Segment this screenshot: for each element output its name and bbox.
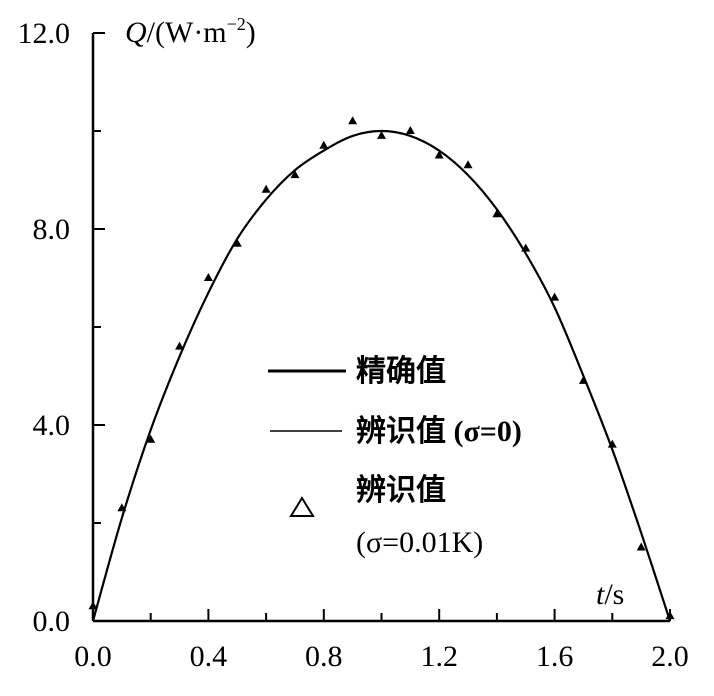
x-tick-label: 0.8 (305, 640, 343, 673)
data-point-triangle (463, 160, 473, 169)
data-point-triangle (290, 170, 300, 179)
legend-swatch-triangle (289, 496, 315, 517)
data-point-triangle (117, 503, 127, 512)
data-point-triangle (550, 292, 560, 301)
ticks: 0.0 0.4 0.8 1.2 1.6 2.0 0.0 4.0 8.0 12.0 (18, 17, 689, 673)
data-point-triangle (434, 150, 444, 159)
data-point-triangle (665, 611, 675, 620)
y-tick-label: 8.0 (33, 213, 71, 246)
data-point-triangle (203, 273, 213, 281)
legend-label-identified: 辨识值 (σ=0) (356, 415, 522, 448)
data-point-triangle (348, 116, 358, 125)
x-tick-label: 1.2 (420, 640, 458, 673)
data-point-triangle (232, 238, 242, 247)
x-axis-label: t/s (596, 578, 624, 611)
data-point-triangle (607, 439, 617, 448)
data-point-triangle (492, 209, 502, 218)
data-point-triangle (521, 243, 531, 252)
legend-label-noisy: 辨识值 (356, 474, 446, 507)
data-point-triangle (175, 341, 185, 350)
data-point-triangle (377, 130, 386, 139)
x-tick-label: 0.0 (74, 640, 112, 673)
data-point-triangle (146, 434, 156, 443)
y-axis-label: Q/(W·m−2) (125, 14, 256, 49)
series (88, 116, 675, 622)
y-tick-label: 0.0 (33, 605, 71, 638)
legend: 精确值 辨识值 (σ=0) 辨识值 (σ=0.01K) (268, 354, 522, 559)
data-point-triangle (405, 126, 415, 134)
x-tick-label: 0.4 (190, 640, 228, 673)
x-tick-label: 1.6 (536, 640, 574, 673)
data-point-triangle (578, 375, 588, 384)
data-point-triangle (636, 542, 646, 551)
y-tick-label: 12.0 (18, 17, 71, 50)
y-tick-label: 4.0 (33, 409, 71, 442)
data-point-triangle (261, 184, 271, 193)
data-point-triangle (319, 140, 329, 149)
x-tick-label: 2.0 (651, 640, 689, 673)
legend-label-exact: 精确值 (356, 354, 446, 388)
legend-label-noisy-sigma: (σ=0.01K) (356, 526, 483, 559)
data-point-triangle (88, 601, 98, 610)
